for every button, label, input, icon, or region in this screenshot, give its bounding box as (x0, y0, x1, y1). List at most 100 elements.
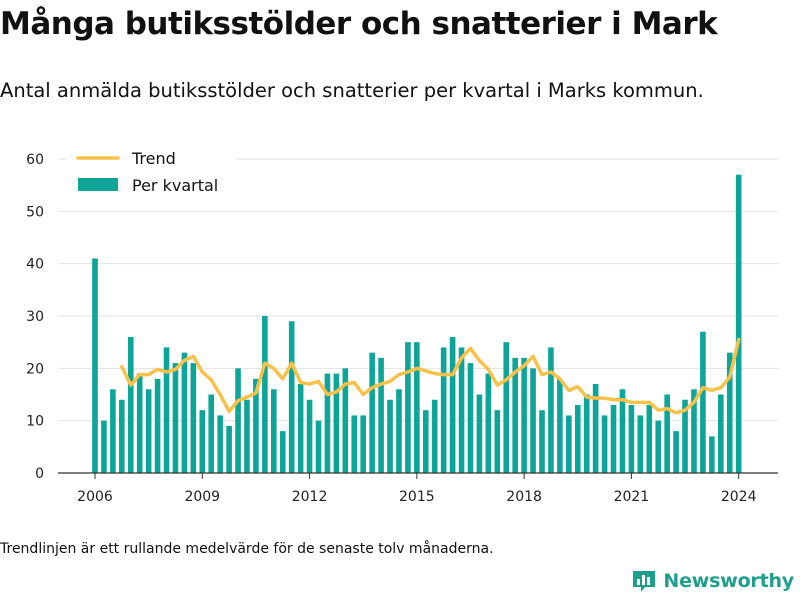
bar (655, 420, 662, 473)
y-tick-label: 50 (26, 204, 44, 220)
bar (566, 415, 572, 473)
bar (297, 384, 304, 473)
bar (619, 389, 626, 473)
legend-trend-label: Trend (131, 149, 176, 168)
legend-bars-label: Per kvartal (132, 176, 218, 195)
trend-series (120, 337, 741, 415)
bar (557, 378, 563, 473)
bar (709, 436, 715, 473)
x-tick-label: 2012 (292, 489, 328, 505)
y-tick-label: 20 (26, 361, 44, 377)
bar (494, 410, 501, 473)
bar (530, 368, 536, 473)
bar (414, 342, 420, 473)
bar (691, 389, 697, 473)
legend: Trend Per kvartal (66, 148, 236, 198)
footnote: Trendlinjen är ett rullande medelvärde f… (0, 541, 494, 557)
bar (217, 415, 223, 473)
bar (503, 342, 510, 473)
y-tick-label: 30 (26, 309, 44, 325)
bar (521, 357, 527, 473)
bar (324, 373, 331, 473)
x-tick-label: 2015 (399, 489, 435, 505)
bar (700, 331, 706, 473)
bar (288, 321, 295, 473)
bar (378, 357, 384, 473)
y-tick-label: 10 (26, 414, 44, 430)
bar (163, 347, 170, 473)
bar (253, 378, 259, 473)
y-tick-label: 60 (26, 152, 44, 168)
bar (145, 389, 152, 473)
bar (208, 394, 215, 473)
x-tick-label: 2024 (721, 489, 757, 505)
brand-logo: Newsworthy (631, 568, 794, 594)
x-tick-label: 2018 (506, 489, 542, 505)
bar (431, 399, 438, 473)
bar (360, 415, 366, 473)
bar (673, 431, 679, 473)
bar (279, 431, 286, 473)
bar (458, 347, 465, 473)
bar (422, 410, 429, 473)
bar (315, 420, 322, 473)
bar (467, 363, 474, 473)
bar (726, 352, 733, 473)
x-tick-label: 2006 (77, 489, 113, 505)
bar (226, 425, 232, 473)
bar (333, 373, 340, 473)
x-tick-label: 2009 (184, 489, 220, 505)
bar (351, 415, 358, 473)
bar (637, 415, 644, 473)
bar (181, 352, 188, 473)
y-tick-label: 0 (35, 466, 44, 482)
bar (592, 384, 599, 473)
bar (574, 404, 581, 473)
bar (628, 404, 635, 473)
chart-subtitle: Antal anmälda butiksstölder och snatteri… (0, 79, 704, 102)
bar (136, 373, 143, 473)
bar (449, 336, 456, 473)
bar (262, 316, 268, 473)
bar (235, 368, 241, 473)
chart-title: Många butiksstölder och snatterier i Mar… (0, 6, 718, 42)
legend-bars-swatch (78, 178, 118, 191)
bar (405, 342, 411, 473)
bar (387, 399, 393, 473)
bar (110, 389, 116, 473)
bar (154, 378, 161, 473)
bar (244, 399, 250, 473)
bar (539, 410, 545, 473)
bar (548, 347, 554, 473)
bar (306, 399, 313, 473)
bar (101, 420, 107, 473)
x-tick-labels: 2006 2009 2012 2015 2018 2021 2024 (77, 473, 757, 505)
bar-series (92, 174, 742, 473)
bar (646, 404, 653, 473)
bar (199, 410, 206, 473)
bar (735, 174, 742, 473)
bar (682, 399, 688, 473)
bar (369, 352, 375, 473)
bar (396, 389, 402, 473)
bar (172, 363, 179, 473)
y-axis: 0 10 20 30 40 50 60 (26, 152, 44, 482)
trend-line (120, 337, 741, 415)
bar (342, 368, 349, 473)
x-tick-label: 2021 (614, 489, 650, 505)
brand-name: Newsworthy (663, 570, 794, 592)
bar (476, 394, 483, 473)
bar (610, 404, 617, 473)
bar (440, 347, 447, 473)
bar (127, 336, 134, 473)
bar (601, 415, 608, 473)
bar (119, 399, 125, 473)
bar (271, 389, 277, 473)
y-tick-label: 40 (26, 257, 44, 273)
bar (718, 394, 724, 473)
bar (664, 394, 670, 473)
bar (583, 394, 590, 473)
bar-chart-logo-icon (633, 571, 656, 592)
bar (512, 357, 518, 473)
